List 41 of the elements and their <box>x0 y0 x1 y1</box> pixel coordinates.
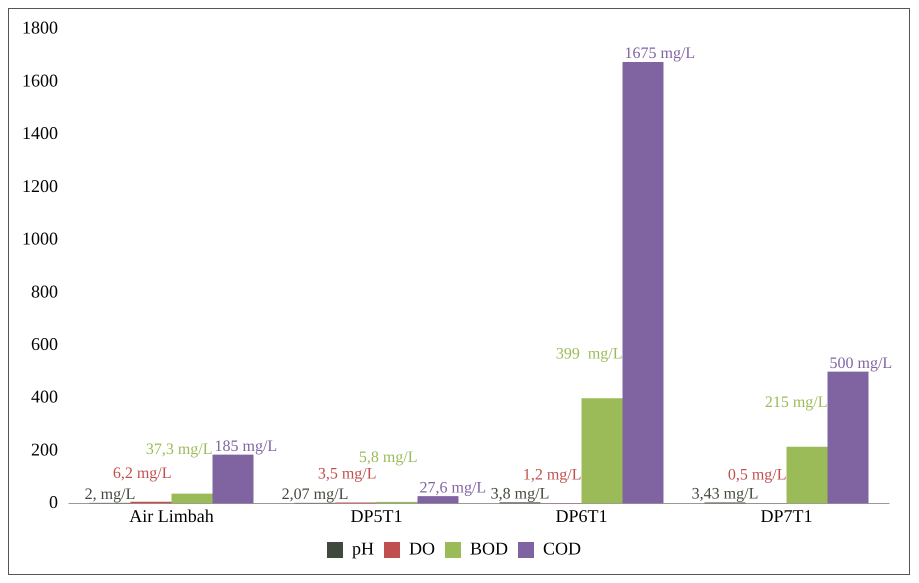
data-label: 1,2 mg/L <box>522 466 582 484</box>
data-label: 3,43 mg/L <box>692 486 758 503</box>
data-label: 2,07 mg/L <box>282 486 348 504</box>
y-tick-label: 800 <box>31 281 58 302</box>
bar <box>582 398 622 504</box>
data-label: 3,8 mg/L <box>490 486 550 503</box>
data-label: 37,3 mg/L <box>146 440 212 458</box>
bar <box>828 372 868 504</box>
y-tick-label: 1800 <box>22 18 58 38</box>
legend-label: pH <box>352 538 374 559</box>
data-label: 185 mg/L <box>214 438 278 455</box>
x-tick-label: DP6T1 <box>555 506 608 526</box>
legend-label: DO <box>408 538 435 559</box>
bar <box>786 446 828 504</box>
y-tick-label: 200 <box>31 439 58 460</box>
data-label: 6,2 mg/L <box>112 464 172 482</box>
y-tick-label: 1000 <box>22 228 58 249</box>
data-label: 2, mg/L <box>84 486 136 504</box>
y-tick-label: 1600 <box>22 70 58 90</box>
y-tick-label: 1400 <box>22 123 58 144</box>
y-tick-label: 400 <box>31 386 58 407</box>
data-label: 5,8 mg/L <box>358 449 418 466</box>
data-label: 399 mg/L <box>556 345 622 362</box>
legend-label: BOD <box>470 538 508 559</box>
data-label: 500 mg/L <box>830 354 892 372</box>
bar <box>172 494 212 504</box>
bar <box>622 62 664 504</box>
data-label: 3,5 mg/L <box>318 466 376 483</box>
data-label: 1675 mg/L <box>624 45 696 62</box>
legend-label: COD <box>543 538 582 559</box>
data-label: 0,5 mg/L <box>728 466 786 484</box>
bar <box>418 496 458 504</box>
x-tick-label: DP7T1 <box>760 506 813 526</box>
x-tick-label: DP5T1 <box>350 506 403 526</box>
y-tick-label: 0 <box>49 492 58 512</box>
data-label: 27,6 mg/L <box>420 479 486 496</box>
data-label: 215 mg/L <box>764 394 828 411</box>
x-tick-label: Air Limbah <box>129 506 214 526</box>
y-tick-label: 600 <box>31 334 58 354</box>
y-tick-label: 1200 <box>22 176 58 196</box>
bar <box>212 454 254 504</box>
